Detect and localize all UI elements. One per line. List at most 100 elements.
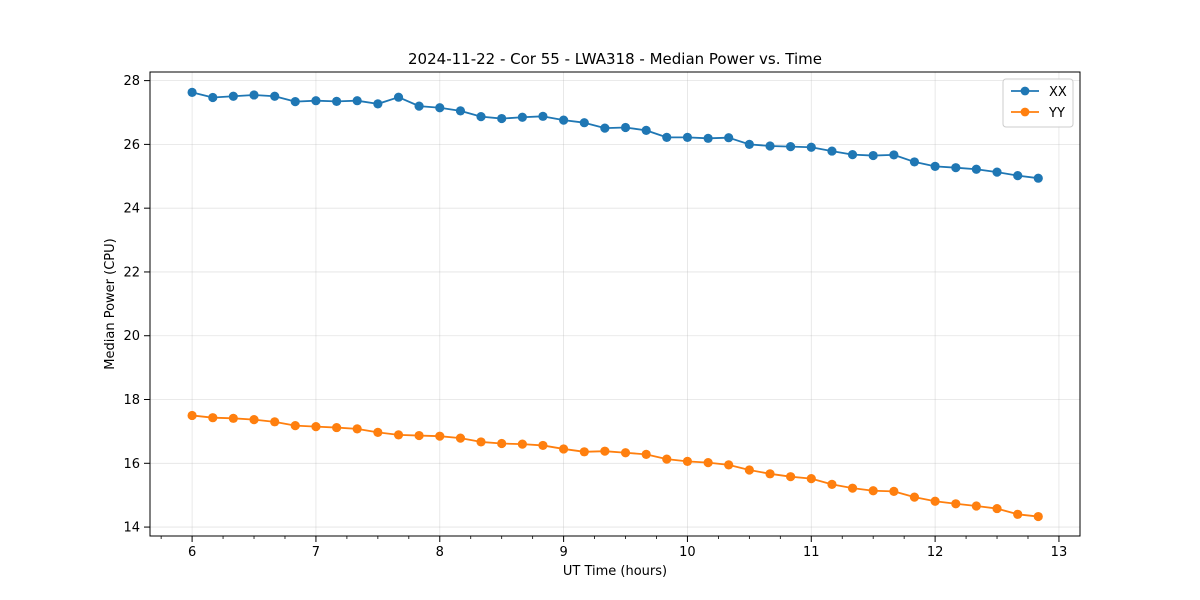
- data-point-yy: [930, 496, 940, 506]
- data-point-xx: [455, 106, 466, 116]
- data-point-xx: [785, 142, 796, 152]
- y-tick-label: 24: [123, 202, 140, 217]
- x-tick-label: 6: [188, 545, 196, 560]
- data-point-yy: [311, 422, 321, 432]
- x-tick-label: 7: [312, 545, 320, 560]
- data-point-yy: [270, 417, 280, 427]
- y-tick-label: 26: [123, 138, 140, 153]
- data-point-xx: [662, 132, 672, 142]
- data-point-xx: [311, 96, 321, 106]
- y-axis-label: Median Power (CPU): [103, 238, 118, 369]
- data-point-yy: [476, 437, 486, 447]
- data-point-yy: [806, 473, 816, 484]
- series-yy: [187, 410, 1043, 522]
- data-point-xx: [971, 164, 981, 174]
- data-point-yy: [765, 469, 775, 479]
- legend-marker-yy: [1020, 107, 1030, 117]
- data-point-yy: [435, 431, 445, 441]
- data-point-yy: [992, 503, 1002, 514]
- ticks-layer: 6 7 8 9 10 11 12 13 14 16 18 20 22 24 26 28: [123, 74, 1067, 560]
- data-point-yy: [497, 438, 507, 449]
- data-point-xx: [951, 163, 961, 173]
- data-point-yy: [1013, 509, 1023, 519]
- data-point-yy: [971, 501, 981, 511]
- x-tick-label: 12: [927, 545, 944, 560]
- data-point-xx: [435, 103, 445, 113]
- data-point-yy: [1033, 511, 1043, 522]
- data-point-yy: [414, 430, 424, 441]
- data-point-yy: [208, 413, 218, 423]
- data-point-yy: [889, 486, 899, 496]
- data-point-yy: [373, 427, 383, 437]
- data-point-xx: [600, 123, 610, 133]
- data-point-xx: [620, 122, 631, 133]
- y-tick-label: 28: [123, 74, 140, 89]
- data-point-yy: [724, 460, 734, 470]
- x-axis-label: UT Time (hours): [563, 564, 667, 579]
- data-point-yy: [517, 439, 527, 449]
- legend-marker-xx: [1020, 86, 1030, 96]
- data-point-xx: [930, 161, 940, 171]
- data-point-yy: [785, 472, 796, 482]
- data-point-xx: [889, 150, 899, 160]
- legend-entry-yy: YY: [1011, 106, 1065, 121]
- data-point-xx: [228, 91, 238, 101]
- data-point-yy: [538, 440, 548, 451]
- data-point-yy: [352, 424, 362, 434]
- data-point-xx: [270, 91, 280, 101]
- data-point-xx: [538, 111, 548, 121]
- data-point-yy: [228, 413, 238, 423]
- data-point-xx: [393, 92, 404, 102]
- data-point-xx: [806, 142, 816, 152]
- data-point-yy: [641, 449, 651, 459]
- data-point-yy: [579, 447, 589, 457]
- data-point-yy: [951, 499, 961, 509]
- data-point-yy: [455, 433, 466, 443]
- legend-label-yy: YY: [1048, 106, 1065, 121]
- data-point-yy: [847, 483, 858, 493]
- plot-frame: [149, 71, 1081, 537]
- data-point-yy: [868, 486, 878, 496]
- legend-label-xx: XX: [1049, 85, 1067, 100]
- y-tick-label: 22: [123, 265, 140, 280]
- data-point-yy: [559, 444, 569, 454]
- x-tick-label: 9: [559, 545, 567, 560]
- data-point-xx: [909, 157, 920, 167]
- data-point-xx: [682, 132, 693, 142]
- series-layer: [187, 87, 1043, 522]
- data-point-yy: [393, 430, 404, 440]
- data-point-xx: [249, 90, 259, 100]
- data-point-yy: [187, 410, 197, 421]
- data-point-xx: [1013, 171, 1023, 181]
- data-point-xx: [497, 113, 507, 124]
- data-point-yy: [620, 448, 631, 458]
- data-point-xx: [208, 92, 218, 103]
- data-point-xx: [332, 96, 342, 106]
- data-point-xx: [373, 99, 383, 109]
- y-tick-label: 16: [123, 457, 140, 472]
- data-point-xx: [517, 112, 527, 122]
- x-tick-label: 8: [436, 545, 444, 560]
- data-point-xx: [1033, 173, 1043, 183]
- data-point-yy: [703, 458, 713, 468]
- data-point-xx: [476, 112, 486, 122]
- data-point-xx: [414, 101, 424, 111]
- x-tick-label: 13: [1051, 545, 1068, 560]
- data-point-yy: [332, 422, 342, 433]
- y-tick-label: 18: [123, 393, 140, 408]
- data-point-xx: [187, 87, 197, 98]
- data-point-yy: [249, 415, 259, 425]
- y-tick-label: 14: [123, 521, 140, 536]
- grid: [150, 72, 1080, 536]
- chart-title: 2024-11-22 - Cor 55 - LWA318 - Median Po…: [408, 50, 822, 68]
- data-point-yy: [290, 421, 300, 431]
- data-point-xx: [992, 167, 1002, 177]
- y-tick-label: 20: [123, 329, 140, 344]
- data-point-xx: [765, 141, 775, 151]
- data-point-yy: [827, 479, 837, 489]
- data-point-xx: [744, 139, 754, 149]
- data-point-xx: [868, 150, 878, 161]
- data-point-yy: [662, 454, 672, 464]
